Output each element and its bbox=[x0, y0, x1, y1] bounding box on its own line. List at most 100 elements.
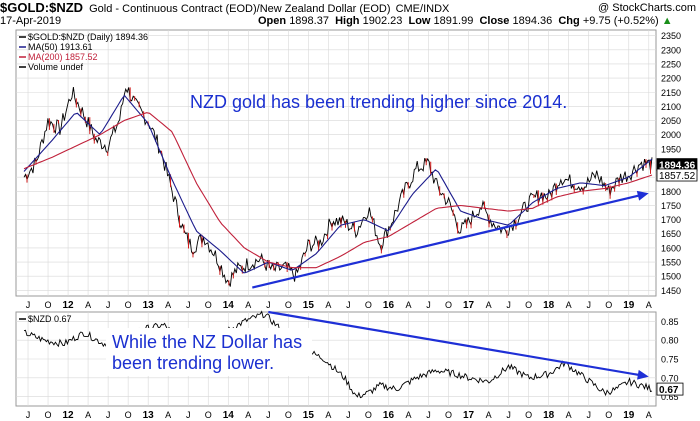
y-tick-label: 0.70 bbox=[661, 373, 679, 383]
y-tick-label: 1550 bbox=[661, 258, 681, 268]
header-line-1: $GOLD:$NZD Gold - Continuous Contract (E… bbox=[0, 0, 449, 15]
series-line--gold-nzd bbox=[23, 87, 653, 287]
high-label: High bbox=[335, 15, 360, 27]
last-value-label: 1857.52 bbox=[659, 171, 696, 182]
x-tick-label: 17 bbox=[463, 300, 475, 311]
x-tick-label: 14 bbox=[223, 300, 235, 311]
y-tick-label: 0.80 bbox=[661, 336, 679, 346]
x-tick-label: A bbox=[85, 300, 91, 310]
trendline bbox=[268, 310, 645, 378]
x-tick-label: O bbox=[605, 300, 612, 310]
lower-x-axis: J O 12 A J O 13 A J O 14 A J O 15 A J O 16 A J O 17 A J O 18 A J O 19 A bbox=[26, 410, 652, 421]
y-tick-label: 2200 bbox=[661, 74, 681, 84]
y-tick-label: 1650 bbox=[661, 229, 681, 239]
legend-entry: MA(50) 1913.61 bbox=[28, 42, 93, 52]
series-line-ma-50- bbox=[23, 94, 653, 274]
trendline-arrowhead bbox=[636, 190, 649, 201]
x-tick-label: 16 bbox=[383, 410, 395, 421]
x-tick-label: A bbox=[646, 410, 652, 420]
x-tick-label: J bbox=[26, 410, 31, 420]
y-tick-label: 2300 bbox=[661, 45, 681, 55]
lower-annotation: While the NZ Dollar has been trending low… bbox=[112, 332, 302, 373]
chg-label: Chg bbox=[558, 15, 580, 27]
x-tick-label: J bbox=[426, 410, 431, 420]
upper-y-axis: 2350230022502200215021002050200019501900… bbox=[656, 31, 698, 296]
x-tick-label: A bbox=[325, 300, 331, 310]
x-tick-label: J bbox=[106, 300, 111, 310]
x-tick-label: O bbox=[525, 410, 532, 420]
x-tick-label: A bbox=[646, 300, 652, 310]
close-label: Close bbox=[479, 15, 510, 27]
x-tick-label: A bbox=[165, 300, 171, 310]
x-tick-label: O bbox=[285, 300, 292, 310]
x-tick-label: A bbox=[486, 410, 492, 420]
y-tick-label: 1600 bbox=[661, 243, 681, 253]
y-tick-label: 2100 bbox=[661, 102, 681, 112]
last-value-box bbox=[656, 382, 684, 396]
x-tick-label: O bbox=[365, 300, 372, 310]
upper-series-layer bbox=[23, 87, 653, 289]
x-tick-label: A bbox=[245, 300, 251, 310]
brand-logo: @ StockCharts.com bbox=[598, 2, 696, 14]
lower-y-axis: 0.85 0.80 0.75 0.70 0.650.67 bbox=[656, 317, 684, 402]
x-tick-label: J bbox=[186, 410, 191, 420]
x-tick-label: O bbox=[45, 410, 52, 420]
last-value-label: 1894.36 bbox=[659, 161, 696, 172]
x-tick-label: 16 bbox=[383, 300, 395, 311]
x-tick-label: O bbox=[525, 300, 532, 310]
legend-entry: MA(200) 1857.52 bbox=[28, 52, 98, 62]
trendline bbox=[252, 193, 646, 289]
open-label: Open bbox=[258, 15, 287, 27]
x-tick-label: O bbox=[365, 410, 372, 420]
x-tick-label: A bbox=[165, 410, 171, 420]
ticker-description: Gold - Continuous Contract (EOD)/New Zea… bbox=[89, 3, 391, 15]
ohlc-readout: Open 1898.37 High 1902.23 Low 1891.99 Cl… bbox=[258, 15, 673, 27]
y-tick-label: 2150 bbox=[661, 88, 681, 98]
x-tick-label: O bbox=[125, 300, 132, 310]
high-value: 1902.23 bbox=[362, 15, 403, 27]
x-tick-label: J bbox=[186, 300, 191, 310]
lower-annotation-bg bbox=[106, 328, 312, 376]
low-label: Low bbox=[408, 15, 431, 27]
x-tick-label: A bbox=[405, 410, 411, 420]
x-tick-label: O bbox=[125, 410, 132, 420]
y-tick-label: 2050 bbox=[661, 116, 681, 126]
x-tick-label: O bbox=[205, 410, 212, 420]
chg-up-icon: ▲ bbox=[661, 15, 673, 27]
x-tick-label: O bbox=[205, 300, 212, 310]
x-tick-label: 19 bbox=[623, 300, 635, 311]
y-tick-label: 1450 bbox=[661, 286, 681, 296]
x-tick-label: A bbox=[566, 300, 572, 310]
x-tick-label: A bbox=[566, 410, 572, 420]
x-tick-label: O bbox=[45, 300, 52, 310]
chg-value: +9.75 (+0.52%) bbox=[582, 15, 659, 27]
x-tick-label: A bbox=[85, 410, 91, 420]
low-value: 1891.99 bbox=[433, 15, 474, 27]
x-tick-label: 18 bbox=[543, 410, 555, 421]
x-tick-label: 13 bbox=[143, 410, 155, 421]
y-tick-label: 2350 bbox=[661, 31, 681, 41]
y-tick-label: 1950 bbox=[661, 144, 681, 154]
series-line-ma-200- bbox=[23, 112, 653, 269]
header-line-2: 17-Apr-2019 bbox=[0, 15, 61, 27]
lower-legend: $NZD 0.67 bbox=[19, 314, 72, 324]
x-tick-label: A bbox=[486, 300, 492, 310]
x-tick-label: J bbox=[266, 300, 271, 310]
y-tick-label: 1750 bbox=[661, 201, 681, 211]
x-tick-label: O bbox=[445, 410, 452, 420]
legend-entry: $GOLD:$NZD (Daily) 1894.36 bbox=[28, 32, 148, 42]
y-tick-label: 2000 bbox=[661, 130, 681, 140]
x-tick-label: O bbox=[285, 410, 292, 420]
y-tick-label: 1700 bbox=[661, 215, 681, 225]
ticker-symbol: $GOLD:$NZD bbox=[0, 0, 84, 15]
x-tick-label: J bbox=[266, 410, 271, 420]
x-tick-label: 17 bbox=[463, 410, 475, 421]
x-tick-label: J bbox=[586, 300, 591, 310]
x-tick-label: J bbox=[506, 410, 511, 420]
x-tick-label: J bbox=[506, 300, 511, 310]
x-tick-label: A bbox=[245, 410, 251, 420]
close-value: 1894.36 bbox=[512, 15, 553, 27]
x-tick-label: O bbox=[605, 410, 612, 420]
x-tick-label: 13 bbox=[143, 300, 155, 311]
